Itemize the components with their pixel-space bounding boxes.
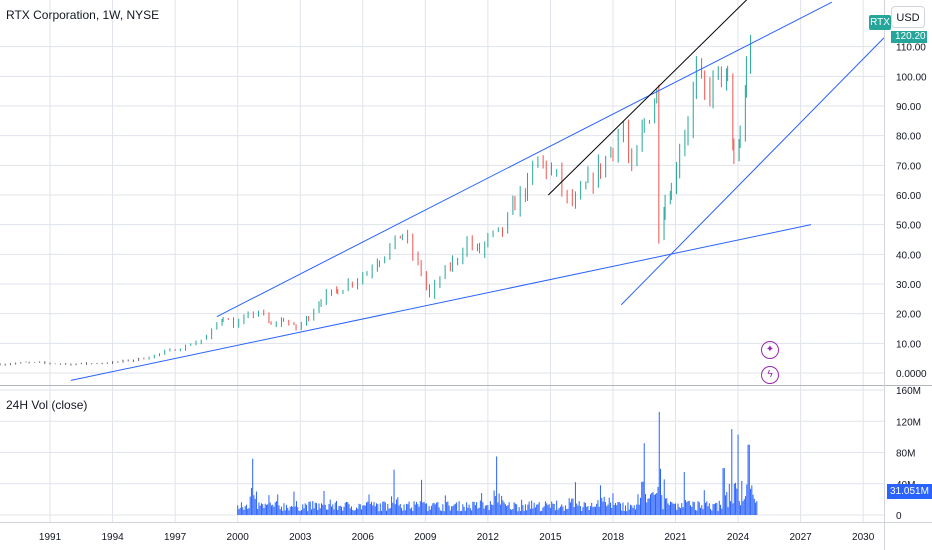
volume-tick-label: 160M [896,386,921,397]
price-tick-label: 100.00 [896,72,927,83]
volume-series [237,411,758,515]
time-tick-label: 2015 [539,532,562,543]
currency-button[interactable]: USD [891,6,925,28]
price-tick-label: 20.00 [896,310,921,321]
lightning-icon[interactable]: ϟ [761,366,779,384]
price-tick-label: 110.00 [896,43,926,54]
price-tick-label: 10.00 [896,339,921,350]
time-tick-label: 1991 [39,532,62,543]
volume-tick-label: 80M [896,449,915,460]
time-tick-label: 2006 [352,532,375,543]
price-tick-label: 70.00 [896,161,921,172]
price-tick-label: 40.00 [896,250,921,261]
price-tick-label: 30.00 [896,280,921,291]
time-tick-label: 2021 [664,532,687,543]
time-tick-label: 2018 [602,532,625,543]
trendline-black-trendline [547,0,748,196]
time-tick-label: 2003 [289,532,312,543]
volume-last-badge: 31.051M [887,484,932,499]
trendlines [70,0,884,381]
price-tick-label: 80.00 [896,132,921,143]
price-tick-label: 50.00 [896,221,921,232]
volume-tick-label: 120M [896,417,921,428]
trendline-lower-channel [620,37,884,306]
time-tick-label: 2009 [414,532,437,543]
price-tick-label: 60.00 [896,191,921,202]
time-tick-label: 2012 [477,532,500,543]
symbol-badge: RTX [869,15,891,30]
volume-tick-label: 0 [896,511,902,522]
trendline-upper-channel [216,1,833,318]
price-tick-label: 0.0000 [896,369,927,380]
chart-title: RTX Corporation, 1W, NYSE [6,8,160,22]
time-tick-label: 2027 [789,532,812,543]
volume-indicator-title[interactable]: 24H Vol (close) [6,398,88,412]
price-tick-label: 90.00 [896,102,921,113]
time-tick-label: 2030 [852,532,875,543]
time-tick-label: 2024 [727,532,750,543]
time-tick-label: 1994 [101,532,124,543]
sparkle-icon[interactable]: ✦ [761,341,779,359]
time-tick-label: 1997 [164,532,187,543]
price-series [0,34,752,366]
trendline-lower-support [70,224,812,381]
last-price-badge: 120.20 [891,31,927,43]
time-tick-label: 2000 [227,532,250,543]
